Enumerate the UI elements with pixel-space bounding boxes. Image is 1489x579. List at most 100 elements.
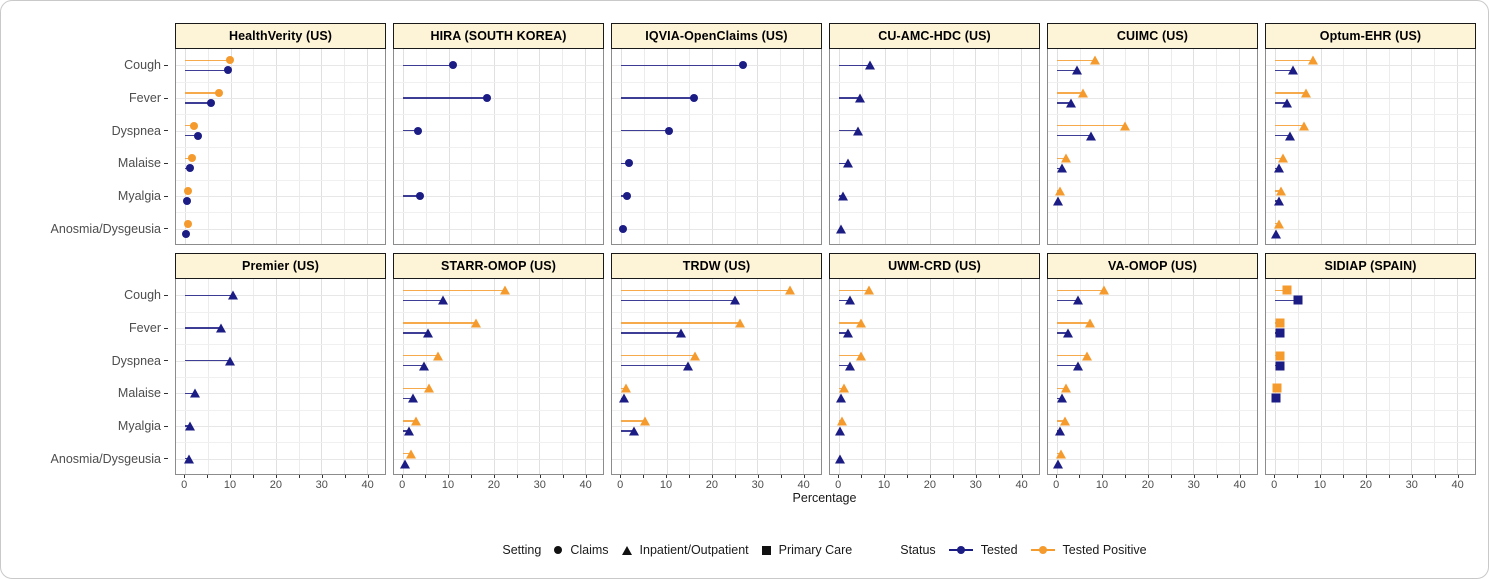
triangle-marker xyxy=(1056,163,1067,173)
gridline-horizontal xyxy=(1266,98,1475,99)
marker xyxy=(1059,416,1070,426)
lollipop-stem xyxy=(403,420,416,422)
gridline-vertical xyxy=(839,279,841,474)
lollipop-stem xyxy=(403,129,419,132)
legend: Setting Claims Inpatient/Outpatient Primary… xyxy=(173,537,1476,563)
x-tick-label: 0 xyxy=(181,479,188,491)
x-tick xyxy=(1434,475,1436,478)
marker xyxy=(482,94,491,102)
lollipop-stem xyxy=(839,322,862,324)
lollipop-stem xyxy=(1275,69,1293,72)
gridline-horizontal-minor xyxy=(1048,442,1257,444)
facet-strip-title: TRDW (US) xyxy=(611,253,822,279)
legend-item-status: Tested Positive xyxy=(1030,543,1147,557)
marker xyxy=(1271,393,1281,403)
triangle-marker xyxy=(183,454,194,464)
triangle-marker xyxy=(1099,285,1110,295)
gridline-vertical xyxy=(929,49,931,244)
triangle-marker xyxy=(1054,186,1065,196)
triangle-marker xyxy=(837,416,848,426)
triangle-marker xyxy=(1273,219,1284,229)
gridline-horizontal xyxy=(1266,196,1475,197)
x-tick xyxy=(757,475,759,478)
y-tick xyxy=(164,360,168,362)
marker xyxy=(853,126,864,136)
panel-plot xyxy=(393,49,604,245)
gridline-horizontal-minor xyxy=(1048,179,1257,181)
circle-marker xyxy=(223,66,232,75)
gridline-horizontal xyxy=(394,426,603,427)
x-tick-label: 20 xyxy=(705,479,719,491)
gridline-vertical xyxy=(1020,49,1022,244)
lollipop-stem xyxy=(1057,59,1096,62)
x-tick xyxy=(688,475,690,478)
gridline-horizontal xyxy=(394,163,603,165)
x-tick xyxy=(861,475,863,478)
y-axis-label-text: Cough xyxy=(124,288,161,303)
facet-panel: Premier (US) 0 10 20 30 40 xyxy=(175,253,386,493)
gridline-vertical xyxy=(884,49,886,244)
x-tick xyxy=(620,475,622,478)
lollipop-stem xyxy=(621,299,735,302)
gridline-vertical xyxy=(493,49,495,244)
marker xyxy=(1077,88,1088,98)
gridline-horizontal xyxy=(612,196,821,197)
gridline-horizontal-minor xyxy=(1266,212,1475,214)
panel-plot xyxy=(611,49,822,245)
lollipop-stem xyxy=(1057,92,1083,94)
marker xyxy=(471,318,482,328)
triangle-marker xyxy=(842,158,853,168)
lollipop-stem xyxy=(403,364,424,367)
gridline-vertical xyxy=(907,49,909,244)
gridline-horizontal xyxy=(176,295,385,297)
lollipop-stem xyxy=(185,92,219,94)
gridline-horizontal-minor xyxy=(1048,409,1257,411)
y-axis-label: Malaise xyxy=(118,156,168,170)
marker xyxy=(618,224,627,233)
x-tick xyxy=(1457,475,1459,478)
gridline-vertical xyxy=(425,279,427,474)
marker xyxy=(1099,285,1110,295)
gridline-vertical xyxy=(929,279,931,474)
circle-marker xyxy=(183,219,192,228)
gridline-vertical xyxy=(471,279,473,474)
marker xyxy=(690,351,701,361)
gridline-horizontal-minor xyxy=(394,344,603,346)
gridline-vertical xyxy=(1216,279,1218,474)
gridline-horizontal xyxy=(1266,228,1475,230)
gridline-horizontal xyxy=(1048,228,1257,230)
x-tick-label: 10 xyxy=(441,479,455,491)
marker xyxy=(1273,196,1284,206)
gridline-horizontal-minor xyxy=(394,81,603,83)
marker xyxy=(837,416,848,426)
x-tick-label: 30 xyxy=(751,479,764,491)
lollipop-stem xyxy=(1275,134,1291,137)
gridline-horizontal-minor xyxy=(176,81,385,83)
gridline-horizontal-minor xyxy=(1266,114,1475,116)
x-tick xyxy=(425,475,427,478)
gridline-vertical xyxy=(1079,49,1081,244)
gridline-vertical xyxy=(998,49,1000,244)
triangle-marker xyxy=(471,318,482,328)
marker xyxy=(223,66,232,75)
gridline-vertical xyxy=(1170,279,1172,474)
gridline-vertical xyxy=(907,279,909,474)
triangle-marker xyxy=(682,361,693,371)
gridline-vertical xyxy=(366,49,368,244)
gridline-vertical xyxy=(344,279,346,474)
triangle-marker xyxy=(1053,196,1064,206)
marker xyxy=(1082,351,1093,361)
lollipop-stem xyxy=(621,289,791,292)
gridline-horizontal xyxy=(1266,328,1475,329)
gridline-vertical xyxy=(666,49,668,244)
marker xyxy=(408,393,419,403)
triangle-marker xyxy=(856,318,867,328)
circle-marker xyxy=(482,94,491,102)
triangle-marker xyxy=(864,285,875,295)
gridline-horizontal xyxy=(176,98,385,99)
lollipop-stem xyxy=(1057,124,1125,127)
gridline-horizontal xyxy=(612,458,821,460)
gridline-horizontal-minor xyxy=(1266,442,1475,444)
triangle-marker xyxy=(735,318,746,328)
gridline-horizontal xyxy=(1266,163,1475,165)
